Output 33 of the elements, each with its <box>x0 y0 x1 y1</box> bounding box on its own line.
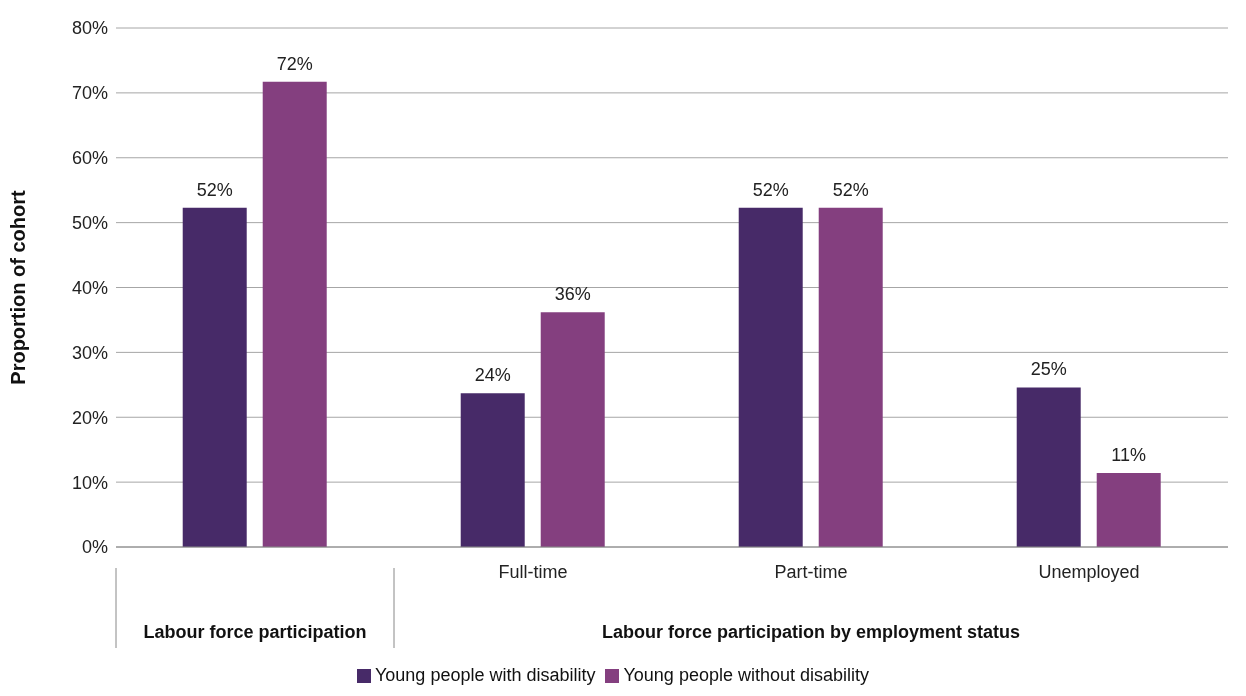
data-label: 24% <box>474 365 511 386</box>
bar <box>1096 473 1161 547</box>
y-tick-label: 40% <box>71 277 108 298</box>
text: Labour force participation by employment status <box>601 622 1021 642</box>
bar <box>1016 387 1081 547</box>
y-tick-label: 80% <box>71 18 108 39</box>
data-label: 72% <box>276 53 313 74</box>
bar <box>460 393 525 547</box>
legend-label: Young people with disability <box>374 665 596 685</box>
bar <box>738 207 803 547</box>
data-label: 25% <box>1030 359 1067 380</box>
x-tick-label: Unemployed <box>1038 561 1140 582</box>
data-label: 52% <box>832 179 869 200</box>
y-tick-label: 70% <box>71 83 108 104</box>
y-tick-label: 0% <box>81 537 108 558</box>
data-label: 36% <box>554 284 591 305</box>
bar <box>182 207 247 547</box>
x-tick-label: Part-time <box>774 561 848 582</box>
y-tick-label: 20% <box>71 407 108 428</box>
y-tick-label: 60% <box>71 148 108 169</box>
bar <box>540 312 605 547</box>
y-tick-label: 50% <box>71 213 108 234</box>
y-tick-label: 10% <box>71 472 108 493</box>
bar <box>818 207 883 547</box>
data-label: 11% <box>1111 445 1147 466</box>
text: Labour force participation <box>143 622 367 642</box>
legend-label: Young people without disability <box>623 665 869 685</box>
bar <box>262 81 327 547</box>
y-axis-title: Proportion of cohort <box>7 189 30 385</box>
data-label: 52% <box>752 179 789 200</box>
y-tick-label: 30% <box>71 342 108 363</box>
data-label: 52% <box>196 179 233 200</box>
x-tick-label: Full-time <box>498 561 568 582</box>
